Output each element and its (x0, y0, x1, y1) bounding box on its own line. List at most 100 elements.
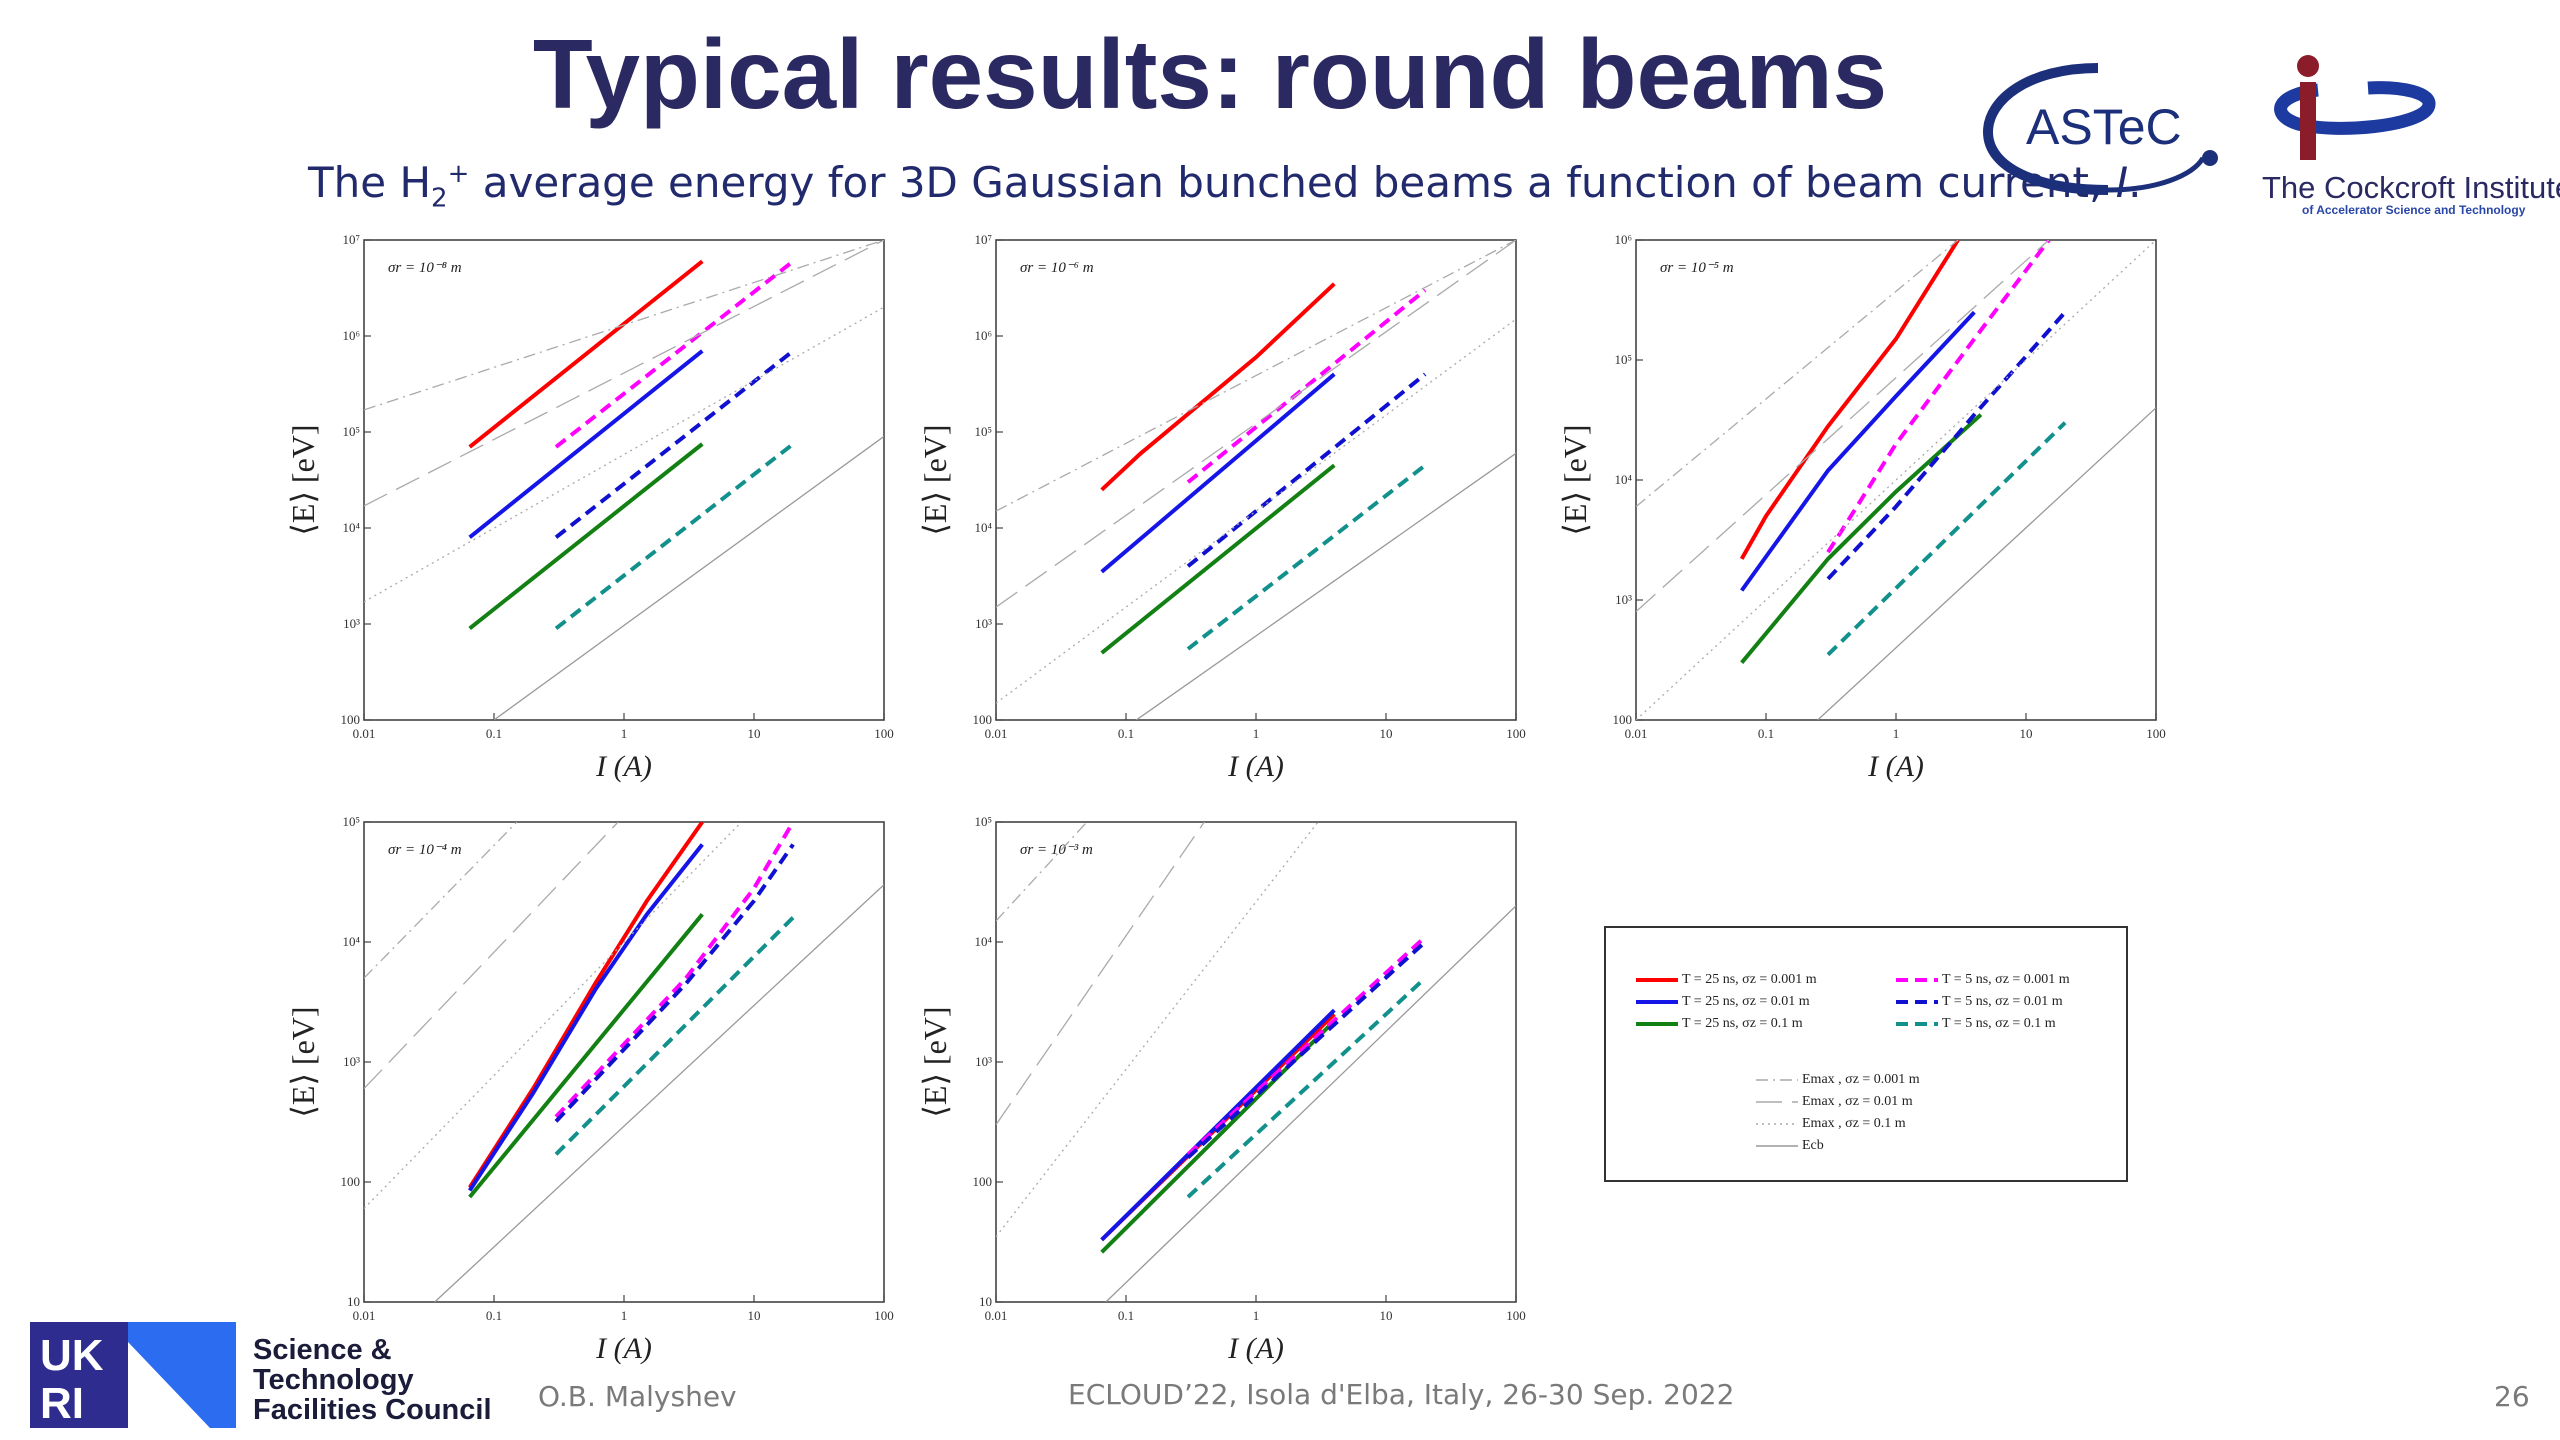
sigma-annotation: σr = 10⁻⁵ m (1660, 260, 1734, 276)
legend-label: T = 25 ns, σz = 0.001 m (1682, 972, 1817, 987)
legend-item: T = 5 ns, σz = 0.01 m (1896, 992, 2063, 1012)
y-axis-label: ⟨E⟩ [eV] (285, 1006, 321, 1117)
series-line-9 (1636, 240, 2156, 720)
series-line-4 (554, 259, 795, 449)
legend-swatch (1756, 1079, 1798, 1081)
y-axis-label: ⟨E⟩ [eV] (917, 1006, 953, 1117)
legend-swatch (1756, 1145, 1798, 1147)
y-tick-label: 100 (973, 712, 993, 727)
x-tick-label: 0.01 (985, 1308, 1008, 1323)
series-line-8 (364, 822, 619, 1090)
series-line-10 (1105, 905, 1516, 1302)
x-axis-label: I (A) (595, 750, 652, 783)
plot-frame (995, 239, 1517, 721)
y-tick-label: 10⁶ (342, 328, 360, 343)
slide-title: Typical results: round beams (532, 19, 1888, 129)
series-line-10 (1135, 452, 1516, 720)
y-tick-label: 10⁵ (974, 814, 992, 829)
y-tick-label: 100 (973, 1174, 993, 1189)
series-line-1 (1100, 282, 1336, 492)
x-tick-label: 1 (1253, 726, 1260, 741)
x-tick-label: 0.1 (486, 726, 502, 741)
sigma-annotation: σr = 10⁻⁸ m (388, 260, 462, 276)
legend-label: T = 25 ns, σz = 0.01 m (1682, 994, 1810, 1009)
y-tick-label: 10⁴ (974, 934, 992, 949)
y-tick-label: 10 (979, 1294, 992, 1309)
y-tick-label: 10⁵ (974, 424, 992, 439)
y-tick-label: 10⁴ (974, 520, 992, 535)
y-tick-label: 10⁷ (342, 232, 360, 247)
stfc-name: Science & Technology Facilities Council (253, 1334, 492, 1426)
footer-conference: ECLOUD’22, Isola d'Elba, Italy, 26-30 Se… (1068, 1378, 1735, 1411)
y-axis-label: ⟨E⟩ [eV] (1557, 424, 1593, 535)
legend-item: T = 5 ns, σz = 0.001 m (1896, 970, 2070, 990)
x-tick-label: 100 (874, 726, 894, 741)
x-tick-label: 1 (1893, 726, 1900, 741)
chart-panel-4: 0.01 0.1 1 10 100 10 100 10³ 10⁴ 10⁵ I (A) ⟨E⟩ [eV]… (285, 814, 894, 1365)
series-line-3 (468, 442, 704, 630)
x-tick-label: 0.1 (486, 1308, 502, 1323)
series-line-8 (996, 822, 1205, 1126)
y-tick-label: 10³ (343, 1054, 360, 1069)
series-line-4 (554, 822, 795, 1119)
legend-swatch (1896, 1022, 1938, 1026)
x-tick-label: 1 (1253, 1308, 1260, 1323)
x-tick-label: 0.01 (985, 726, 1008, 741)
x-tick-label: 10 (748, 1308, 761, 1323)
series-line-10 (1817, 407, 2156, 720)
y-tick-label: 10⁴ (342, 934, 360, 949)
plot-frame (363, 239, 885, 721)
x-axis-label: I (A) (1867, 750, 1924, 783)
legend-swatch (1756, 1123, 1798, 1125)
series-line-7 (1636, 240, 1959, 508)
cockcroft-logo (2274, 55, 2436, 160)
legend-item: T = 25 ns, σz = 0.1 m (1636, 1014, 1803, 1034)
series-line-9 (364, 822, 742, 1210)
series-line-3 (1100, 463, 1336, 655)
y-tick-label: 10³ (1615, 592, 1632, 607)
x-tick-label: 100 (874, 1308, 894, 1323)
series-line-6 (1186, 976, 1427, 1199)
x-tick-label: 0.01 (353, 726, 376, 741)
series-line-3 (1740, 413, 1983, 664)
series-line-5 (1186, 372, 1427, 568)
series-line-2 (1100, 372, 1336, 574)
x-axis-label: I (A) (1227, 750, 1284, 783)
legend-label: Emax , σz = 0.01 m (1802, 1094, 1913, 1109)
series-line-3 (1100, 1019, 1336, 1254)
y-tick-label: 10⁵ (342, 814, 360, 829)
chart-panel-5: 0.01 0.1 1 10 100 10 100 10³ 10⁴ 10⁵ I (A) ⟨E⟩ [eV]… (917, 814, 1526, 1365)
series-line-7 (996, 240, 1516, 512)
x-tick-label: 0.1 (1118, 726, 1134, 741)
y-tick-label: 10⁶ (1614, 232, 1632, 247)
svg-text:RI: RI (40, 1379, 84, 1428)
series-line-8 (1636, 240, 2050, 613)
footer-author: O.B. Malyshev (538, 1380, 737, 1413)
y-tick-label: 10⁴ (1614, 472, 1632, 487)
chart-legend: T = 25 ns, σz = 0.001 m T = 5 ns, σz = 0.… (1604, 926, 2128, 1182)
series-line-2 (1740, 310, 1976, 592)
x-tick-label: 0.1 (1758, 726, 1774, 741)
slide-subtitle: The H2+ average energy for 3D Gaussian b… (308, 158, 2142, 214)
x-tick-label: 0.01 (1625, 726, 1648, 741)
y-tick-label: 10⁷ (974, 232, 992, 247)
legend-label: Emax , σz = 0.1 m (1802, 1116, 1906, 1131)
y-axis-label: ⟨E⟩ [eV] (917, 424, 953, 535)
y-tick-label: 10³ (975, 616, 992, 631)
x-axis-label: I (A) (595, 1332, 652, 1365)
sigma-annotation: σr = 10⁻³ m (1020, 842, 1093, 858)
astec-logo-text: ASTeC (2026, 99, 2182, 155)
legend-item: Emax , σz = 0.1 m (1756, 1114, 1906, 1134)
legend-label: Ecb (1802, 1138, 1824, 1153)
series-line-4 (1186, 935, 1427, 1156)
series-line-5 (1186, 940, 1427, 1159)
legend-item: T = 25 ns, σz = 0.001 m (1636, 970, 1817, 990)
legend-label: Emax , σz = 0.001 m (1802, 1072, 1920, 1087)
svg-text:UK: UK (40, 1331, 104, 1380)
y-tick-label: 10³ (343, 616, 360, 631)
series-line-8 (364, 240, 884, 507)
chart-panel-2: 0.01 0.1 1 10 100 100 10³ 10⁴ 10⁵ 10⁶ 10⁷ I (A) ⟨E⟩ … (917, 232, 1526, 783)
series-line-10 (493, 435, 884, 720)
y-tick-label: 100 (1613, 712, 1633, 727)
